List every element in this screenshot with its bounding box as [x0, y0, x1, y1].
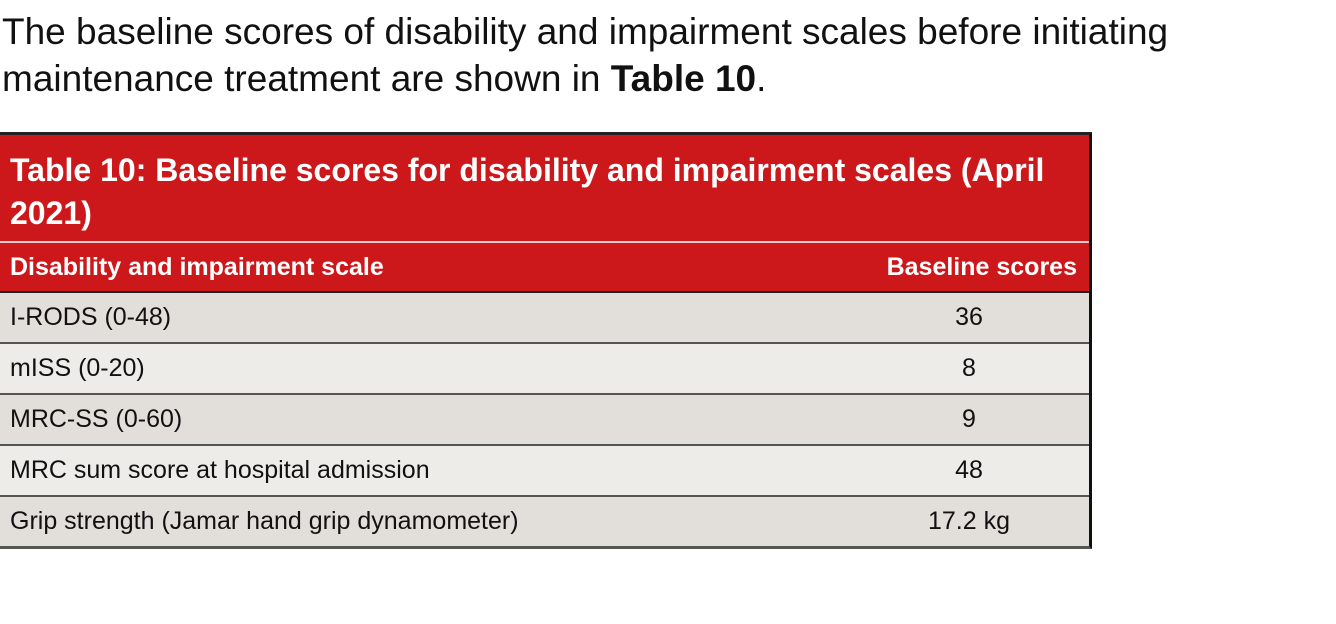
scale-cell: mISS (0-20): [10, 354, 145, 382]
score-cell: 48: [955, 456, 983, 484]
column-header-score: Baseline scores: [886, 252, 1077, 281]
intro-text: The baseline scores of disability and im…: [2, 11, 1169, 99]
score-cell: 17.2 kg: [927, 507, 1010, 535]
table-row: I-RODS (0-48) 36: [0, 293, 1089, 344]
scale-cell: Grip strength (Jamar hand grip dynamomet…: [10, 507, 519, 535]
table-row: MRC-SS (0-60) 9: [0, 395, 1089, 446]
table-row: MRC sum score at hospital admission 48: [0, 446, 1089, 497]
table-reference: Table 10: [610, 58, 757, 99]
table-caption: Table 10: Baseline scores for disability…: [0, 135, 1089, 243]
score-cell: 9: [962, 405, 976, 433]
scale-cell: I-RODS (0-48): [10, 303, 172, 331]
score-cell: 8: [962, 354, 976, 382]
scale-cell: MRC sum score at hospital admission: [10, 456, 430, 484]
scale-cell: MRC-SS (0-60): [10, 405, 183, 433]
column-header-scale: Disability and impairment scale: [10, 252, 384, 281]
baseline-scores-table: Table 10: Baseline scores for disability…: [0, 132, 1092, 549]
table-header-row: Disability and impairment scale Baseline…: [0, 243, 1089, 293]
intro-paragraph: The baseline scores of disability and im…: [2, 8, 1336, 102]
score-cell: 36: [955, 303, 983, 331]
table-row: Grip strength (Jamar hand grip dynamomet…: [0, 497, 1089, 546]
table-row: mISS (0-20) 8: [0, 344, 1089, 395]
intro-text-end: .: [756, 58, 767, 99]
